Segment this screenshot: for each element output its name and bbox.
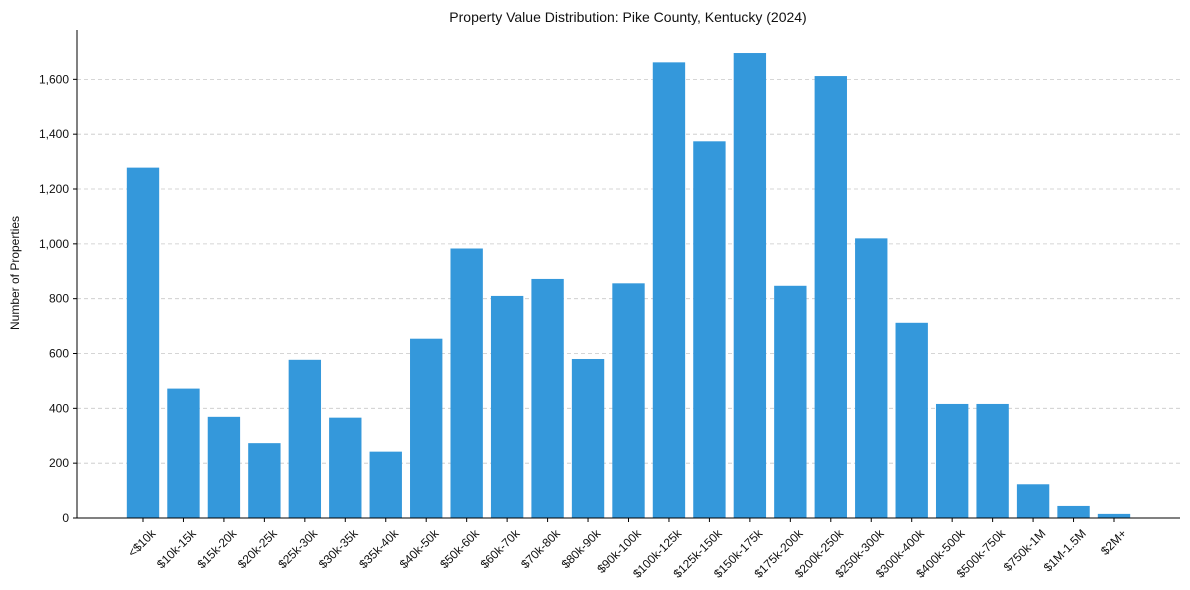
bar — [571, 358, 605, 518]
bar — [126, 167, 160, 519]
bar — [935, 403, 969, 518]
x-tick-label: $750k-1M — [1001, 526, 1049, 574]
bar — [814, 76, 847, 519]
y-ticks: 0 200 400 600 800 1,000 1,200 1,400 1,600 — [39, 72, 77, 525]
bar — [167, 388, 200, 518]
bars — [126, 53, 1131, 519]
bar — [1057, 505, 1090, 518]
bar — [369, 451, 402, 518]
x-tick-label: $50k-60k — [437, 526, 483, 572]
x-tick-label: $25k-30k — [275, 526, 321, 572]
bar — [531, 278, 564, 518]
x-tick-label: $35k-40k — [356, 526, 402, 572]
y-tick-label: 1,600 — [39, 72, 69, 86]
bar — [207, 416, 241, 518]
y-tick-label: 200 — [49, 456, 69, 470]
x-tick-label: $30k-35k — [316, 526, 362, 572]
bar — [652, 62, 686, 519]
bar — [855, 238, 888, 518]
bar — [693, 141, 726, 518]
y-tick-label: 800 — [49, 292, 69, 306]
y-tick-label: 600 — [49, 347, 69, 361]
x-tick-label: $2M+ — [1098, 526, 1129, 557]
chart-title: Property Value Distribution: Pike County… — [449, 9, 806, 25]
bar — [288, 359, 322, 518]
bar — [733, 53, 767, 519]
bar — [774, 285, 807, 518]
y-tick-label: 400 — [49, 401, 69, 415]
bar — [248, 443, 281, 518]
y-tick-label: 0 — [62, 511, 69, 525]
y-tick-label: 1,200 — [39, 182, 69, 196]
bar — [450, 248, 483, 519]
bar — [490, 295, 524, 518]
x-tick-label: $40k-50k — [397, 526, 443, 572]
bar — [1016, 484, 1050, 518]
x-tick-label: $70k-80k — [518, 526, 564, 572]
y-tick-label: 1,000 — [39, 237, 69, 251]
bar — [895, 322, 928, 518]
x-ticks: <$10k$10k-15k$15k-20k$20k-25k$25k-30k$30… — [125, 518, 1129, 581]
x-tick-label: $10k-15k — [154, 526, 200, 572]
bar — [410, 338, 443, 518]
bar — [329, 417, 362, 518]
y-tick-label: 1,400 — [39, 127, 69, 141]
x-tick-label: $15k-20k — [194, 526, 240, 572]
bar — [976, 403, 1009, 518]
x-tick-label: $20k-25k — [235, 526, 281, 572]
bar — [1097, 513, 1131, 518]
x-tick-label: <$10k — [125, 526, 159, 560]
x-tick-label: $1M-1.5M — [1041, 526, 1089, 574]
x-tick-label: $60k-70k — [478, 526, 524, 572]
bar — [612, 283, 645, 518]
y-axis-label: Number of Properties — [8, 216, 22, 330]
